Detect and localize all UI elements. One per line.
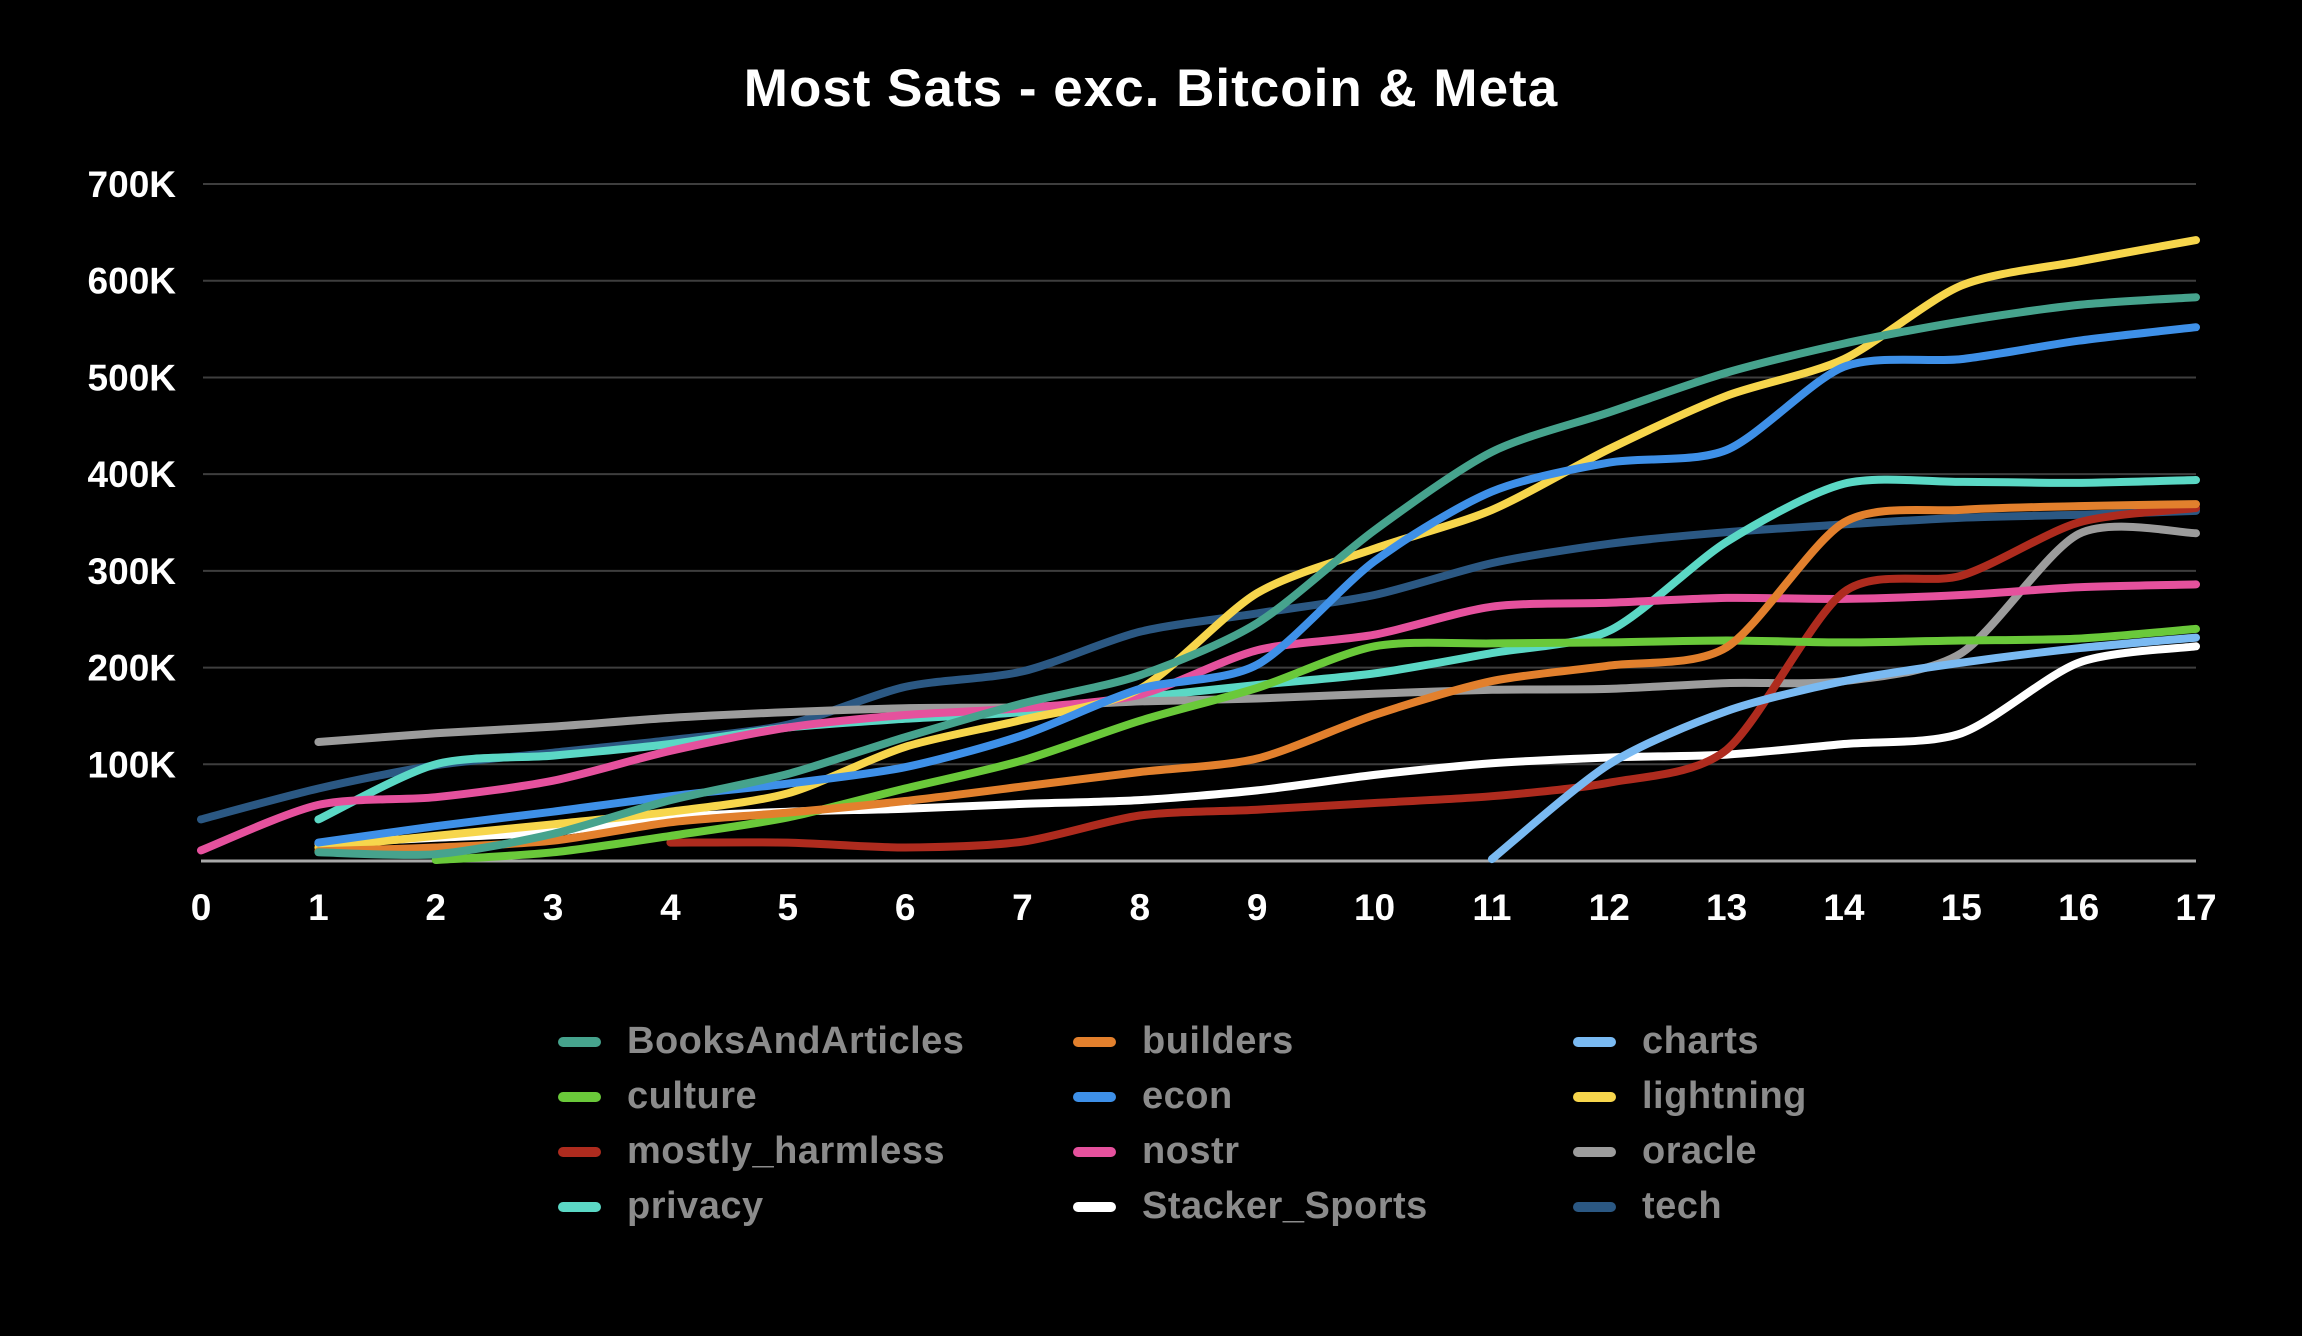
- legend-swatch-lightning: [1573, 1091, 1616, 1102]
- legend-label: Stacker_Sports: [1142, 1185, 1428, 1227]
- legend-label: culture: [627, 1075, 758, 1117]
- legend-swatch-privacy: [558, 1201, 601, 1212]
- legend-label: nostr: [1142, 1130, 1240, 1172]
- y-tick-label: 300K: [88, 551, 177, 592]
- series-line-Stacker_Sports[interactable]: [314, 642, 2200, 848]
- x-tick-label: 12: [1589, 887, 1630, 928]
- x-tick-label: 14: [1823, 887, 1865, 928]
- legend-swatch-nostr: [1073, 1146, 1116, 1157]
- series-line-econ[interactable]: [314, 323, 2200, 847]
- y-tick-label: 700K: [88, 164, 177, 205]
- legend-item-nostr[interactable]: nostr: [1073, 1130, 1573, 1173]
- x-tick-label: 11: [1472, 887, 1511, 928]
- legend-label: charts: [1642, 1020, 1760, 1062]
- legend-item-privacy[interactable]: privacy: [558, 1185, 1073, 1228]
- series-line-BooksAndArticles[interactable]: [314, 293, 2200, 859]
- y-tick-label: 100K: [88, 744, 177, 785]
- series-line-lightning[interactable]: [314, 236, 2200, 852]
- legend-swatch-mostly_harmless: [558, 1146, 601, 1157]
- series-line-nostr[interactable]: [197, 580, 2200, 855]
- legend: BooksAndArticles builders charts culture eco…: [558, 1014, 2013, 1234]
- y-tick-label: 200K: [88, 648, 177, 689]
- legend-label: oracle: [1642, 1130, 1757, 1172]
- legend-item-BooksAndArticles[interactable]: BooksAndArticles: [558, 1020, 1073, 1063]
- y-tick-label: 400K: [88, 454, 177, 495]
- legend-item-builders[interactable]: builders: [1073, 1020, 1573, 1063]
- legend-label: builders: [1142, 1020, 1294, 1062]
- legend-label: privacy: [627, 1185, 764, 1227]
- x-tick-label: 7: [1012, 887, 1033, 928]
- x-tick-label: 16: [2058, 887, 2099, 928]
- x-tick-label: 3: [543, 887, 564, 928]
- x-tick-label: 10: [1354, 887, 1395, 928]
- legend-label: mostly_harmless: [627, 1130, 945, 1172]
- series-line-tech[interactable]: [197, 506, 2200, 824]
- series-line-charts[interactable]: [1487, 633, 2200, 864]
- legend-item-culture[interactable]: culture: [558, 1075, 1073, 1118]
- legend-item-lightning[interactable]: lightning: [1573, 1075, 2013, 1118]
- legend-item-oracle[interactable]: oracle: [1573, 1130, 2013, 1173]
- legend-item-Stacker_Sports[interactable]: Stacker_Sports: [1073, 1185, 1573, 1228]
- x-tick-label: 17: [2175, 887, 2216, 928]
- legend-label: tech: [1642, 1185, 1723, 1227]
- legend-swatch-charts: [1573, 1036, 1616, 1047]
- series-line-builders[interactable]: [314, 500, 2200, 856]
- legend-label: BooksAndArticles: [627, 1020, 965, 1062]
- series-line-oracle[interactable]: [314, 522, 2200, 746]
- x-tick-label: 1: [308, 887, 329, 928]
- legend-item-econ[interactable]: econ: [1073, 1075, 1573, 1118]
- x-tick-label: 9: [1247, 887, 1268, 928]
- x-tick-label: 13: [1706, 887, 1747, 928]
- legend-swatch-builders: [1073, 1036, 1116, 1047]
- legend-swatch-oracle: [1573, 1146, 1616, 1157]
- legend-swatch-BooksAndArticles: [558, 1036, 601, 1047]
- legend-item-mostly_harmless[interactable]: mostly_harmless: [558, 1130, 1073, 1173]
- x-tick-label: 15: [1941, 887, 1982, 928]
- x-tick-label: 4: [660, 887, 681, 928]
- legend-swatch-culture: [558, 1091, 601, 1102]
- y-tick-label: 600K: [88, 261, 177, 302]
- legend-item-tech[interactable]: tech: [1573, 1185, 2013, 1228]
- chart-title: Most Sats - exc. Bitcoin & Meta: [743, 59, 1559, 118]
- legend-label: lightning: [1642, 1075, 1807, 1117]
- legend-swatch-econ: [1073, 1091, 1116, 1102]
- x-tick-label: 5: [777, 887, 798, 928]
- x-tick-label: 6: [895, 887, 916, 928]
- legend-swatch-tech: [1573, 1201, 1616, 1212]
- legend-label: econ: [1142, 1075, 1233, 1117]
- x-tick-label: 0: [191, 887, 212, 928]
- x-tick-label: 8: [1130, 887, 1151, 928]
- series-line-culture[interactable]: [431, 624, 2200, 864]
- series-line-mostly_harmless[interactable]: [666, 504, 2200, 852]
- legend-swatch-Stacker_Sports: [1073, 1201, 1116, 1212]
- legend-item-charts[interactable]: charts: [1573, 1020, 2013, 1063]
- x-tick-label: 2: [425, 887, 446, 928]
- y-tick-label: 500K: [88, 357, 177, 398]
